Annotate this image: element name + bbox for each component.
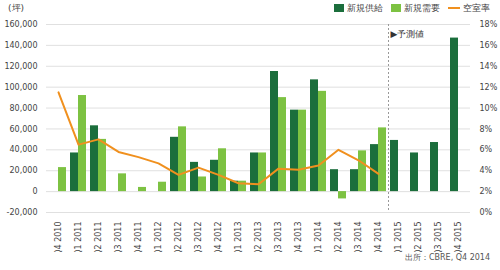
svg-text:Q2 2015: Q2 2015 xyxy=(414,222,423,253)
svg-text:▶予測値: ▶予測値 xyxy=(391,29,425,39)
svg-text:Q1 2012: Q1 2012 xyxy=(154,222,163,253)
svg-text:2%: 2% xyxy=(480,187,493,196)
svg-text:12%: 12% xyxy=(480,83,498,92)
html-text:新規需要: 新規需要 xyxy=(404,2,440,13)
svg-text:Q4 2014: Q4 2014 xyxy=(374,222,383,253)
svg-text:Q4 2013: Q4 2013 xyxy=(294,222,303,253)
svg-text:40,000: 40,000 xyxy=(10,145,38,154)
html-text:新規供給: 新規供給 xyxy=(347,2,383,13)
svg-text:Q4 2011: Q4 2011 xyxy=(134,222,143,253)
svg-text:0%: 0% xyxy=(480,208,493,217)
html-text:出所：CBRE, Q4 2014: 出所：CBRE, Q4 2014 xyxy=(404,253,490,262)
svg-text:Q2 2013: Q2 2013 xyxy=(254,222,263,253)
svg-text:60,000: 60,000 xyxy=(10,125,38,134)
svg-text:Q2 2011: Q2 2011 xyxy=(94,222,103,253)
svg-text:10%: 10% xyxy=(480,104,498,113)
svg-text:8%: 8% xyxy=(480,125,493,134)
svg-text:140,000: 140,000 xyxy=(4,41,37,50)
svg-text:Q1 2013: Q1 2013 xyxy=(234,222,243,253)
svg-text:18%: 18% xyxy=(480,20,498,29)
svg-text:Q3 2014: Q3 2014 xyxy=(354,222,363,253)
svg-text:0: 0 xyxy=(32,187,37,196)
svg-text:Q4 2012: Q4 2012 xyxy=(214,222,223,253)
svg-text:Q3 2011: Q3 2011 xyxy=(114,222,123,253)
svg-text:Q1 2015: Q1 2015 xyxy=(394,222,403,253)
svg-text:Q3 2012: Q3 2012 xyxy=(194,222,203,253)
html-text:(坪): (坪) xyxy=(8,2,24,13)
svg-text:Q1 2014: Q1 2014 xyxy=(314,222,323,253)
svg-text:100,000: 100,000 xyxy=(4,83,37,92)
svg-text:Q2 2012: Q2 2012 xyxy=(174,222,183,253)
svg-text:Q3 2013: Q3 2013 xyxy=(274,222,283,253)
svg-text:-20,000: -20,000 xyxy=(7,208,38,217)
svg-text:160,000: 160,000 xyxy=(4,20,37,29)
svg-text:16%: 16% xyxy=(480,41,498,50)
svg-text:6%: 6% xyxy=(480,145,493,154)
svg-text:Q1 2011: Q1 2011 xyxy=(74,222,83,253)
svg-text:4%: 4% xyxy=(480,166,493,175)
svg-text:Q3 2015: Q3 2015 xyxy=(434,222,443,253)
svg-text:Q4 2015: Q4 2015 xyxy=(454,222,463,253)
html-text:空室率: 空室率 xyxy=(463,2,490,13)
svg-text:Q4 2010: Q4 2010 xyxy=(54,222,63,253)
svg-text:120,000: 120,000 xyxy=(4,62,37,71)
svg-text:80,000: 80,000 xyxy=(10,104,38,113)
svg-text:20,000: 20,000 xyxy=(10,166,38,175)
svg-text:14%: 14% xyxy=(480,62,498,71)
svg-text:Q2 2014: Q2 2014 xyxy=(334,222,343,253)
